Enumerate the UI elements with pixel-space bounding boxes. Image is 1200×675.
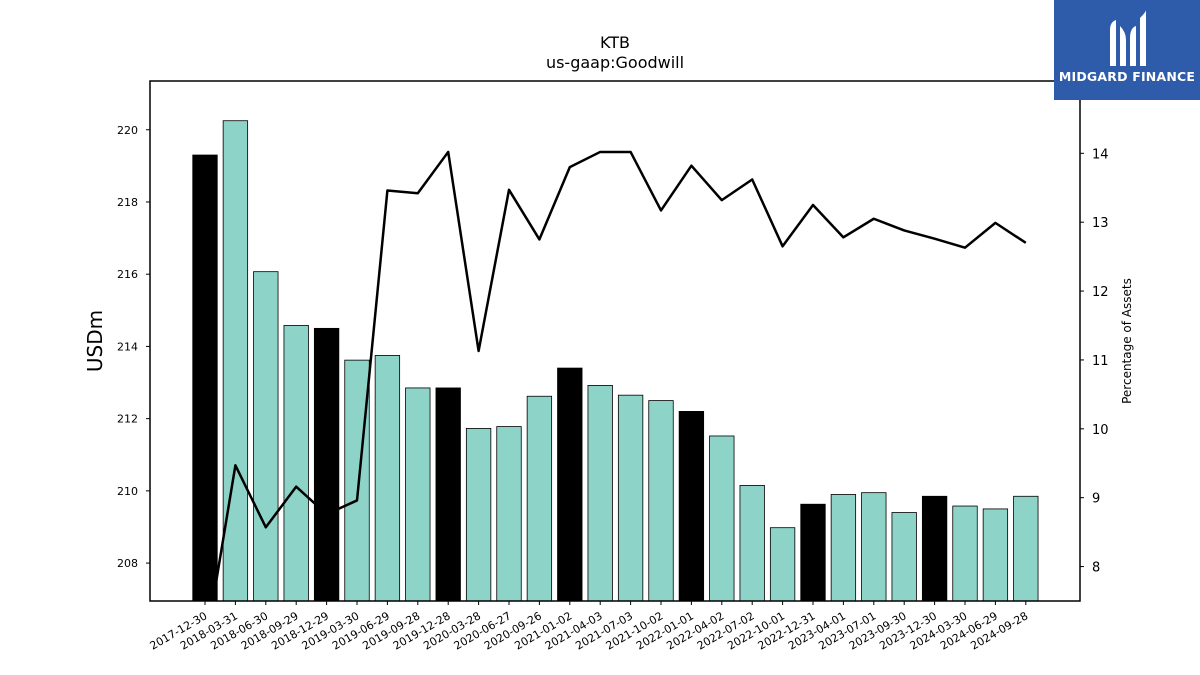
chart-title: KTB <box>600 33 630 52</box>
bar-2019-09-28 <box>405 387 431 602</box>
y-tick-label: 214 <box>117 340 138 353</box>
bar-2023-04-01 <box>830 494 857 602</box>
plot-frame <box>149 80 1081 602</box>
y-tick-label: 220 <box>117 124 138 137</box>
bar-2024-06-29 <box>982 508 1009 602</box>
bar-2018-09-29 <box>283 325 309 602</box>
bar-2021-01-02 <box>557 367 583 602</box>
y2-tick-label: 13 <box>1092 216 1109 231</box>
bar-2020-09-26 <box>526 395 553 602</box>
y2-tick-label: 9 <box>1092 492 1100 507</box>
bar-2022-12-31 <box>800 503 826 602</box>
bar-2019-12-28 <box>435 387 461 602</box>
bar-2019-03-30 <box>344 359 370 602</box>
bar-2023-12-30 <box>921 495 948 602</box>
y-tick-label: 210 <box>117 485 138 498</box>
bar-2020-03-28 <box>465 427 492 602</box>
bar-2018-12-29 <box>313 327 340 602</box>
y2-tick-label: 10 <box>1092 423 1109 438</box>
y-tick-label: 212 <box>117 413 138 426</box>
midgard-finance-logo: MIDGARD FINANCE <box>1054 0 1200 100</box>
logo-text: MIDGARD FINANCE <box>1058 69 1196 84</box>
y2-tick-label: 12 <box>1092 285 1109 300</box>
bar-2020-06-27 <box>496 426 522 602</box>
percentage-line <box>211 150 1027 601</box>
bar-2018-06-30 <box>253 271 279 602</box>
y2-axis-label: Percentage of Assets <box>1120 278 1134 404</box>
percentage-line-series <box>211 150 1027 601</box>
y-axis-label: USDm <box>83 310 107 372</box>
bar-2022-04-02 <box>709 435 735 602</box>
bar-2022-01-01 <box>678 411 705 602</box>
bar-2018-03-31 <box>222 120 249 602</box>
bar-2019-06-29 <box>374 355 401 602</box>
bar-2023-07-01 <box>861 492 887 602</box>
bar-series <box>192 120 1039 602</box>
bar-2017-12-30 <box>192 154 218 602</box>
y-tick-label: 218 <box>117 196 138 209</box>
y2-tick-label: 11 <box>1092 354 1109 369</box>
bar-2021-04-03 <box>587 385 613 602</box>
bar-2021-10-02 <box>648 400 674 602</box>
logo-mark-icon <box>1110 10 1146 66</box>
y2-tick-label: 14 <box>1092 147 1109 162</box>
y2-tick-label: 8 <box>1092 561 1100 576</box>
bar-2024-03-30 <box>952 505 978 602</box>
bar-2023-09-30 <box>891 512 917 602</box>
chart-subtitle: us-gaap:Goodwill <box>546 53 684 72</box>
bar-2024-09-28 <box>1013 495 1039 602</box>
bar-2022-07-02 <box>739 485 765 602</box>
bar-2021-07-03 <box>617 394 644 602</box>
y-tick-label: 216 <box>117 268 138 281</box>
bar-2022-10-01 <box>769 527 796 602</box>
y-tick-label: 208 <box>117 557 138 570</box>
